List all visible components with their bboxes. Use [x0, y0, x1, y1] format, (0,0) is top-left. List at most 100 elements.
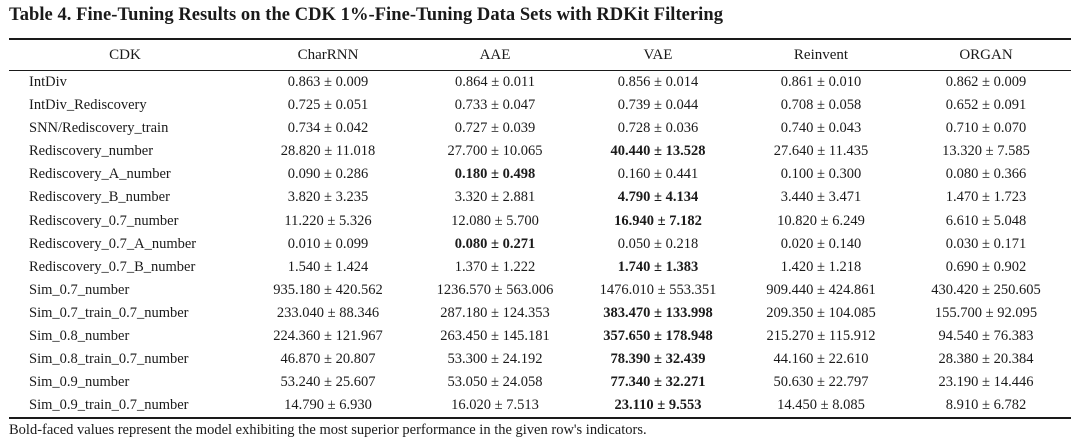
row-label: Rediscovery_A_number: [29, 166, 171, 183]
table-cell: 28.820 ± 11.018: [280, 143, 376, 160]
table-cell: 209.350 ± 104.085: [766, 304, 876, 321]
table-cell: 23.190 ± 14.446: [938, 374, 1034, 391]
header-rule: [9, 70, 1071, 71]
header-row: CDK CharRNN AAE VAE Reinvent ORGAN: [9, 40, 1071, 70]
table-cell: 0.030 ± 0.171: [945, 235, 1027, 252]
table-row: Sim_0.7_train_0.7_number 233.040 ± 88.346…: [9, 302, 1071, 325]
table-cell: 12.080 ± 5.700: [451, 212, 539, 229]
table-cell: 10.820 ± 6.249: [777, 212, 865, 229]
table-cell: 3.820 ± 3.235: [287, 189, 369, 206]
table-cell: 0.710 ± 0.070: [945, 120, 1027, 137]
table-cell: 233.040 ± 88.346: [276, 304, 380, 321]
row-label: Rediscovery_B_number: [29, 189, 170, 206]
row-label: Rediscovery_number: [29, 143, 154, 160]
table-cell: 53.300 ± 24.192: [447, 351, 543, 368]
table-cell: 14.450 ± 8.085: [777, 397, 865, 414]
table-cell: 1.540 ± 1.424: [287, 258, 369, 275]
table-row: Sim_0.8_number 224.360 ± 121.967 263.450 ±…: [9, 325, 1071, 348]
table-cell: 0.864 ± 0.011: [455, 73, 535, 90]
table-cell: 0.080 ± 0.271: [454, 235, 536, 252]
table-cell: 3.440 ± 3.471: [780, 189, 862, 206]
row-label: SNN/Rediscovery_train: [29, 120, 169, 137]
top-rule: [9, 38, 1071, 40]
table-cell: 0.090 ± 0.286: [287, 166, 369, 183]
table-cell: 0.733 ± 0.047: [454, 97, 536, 114]
table-row: Rediscovery_0.7_number 11.220 ± 5.326 12.0…: [9, 209, 1071, 232]
column-header-aae: AAE: [479, 46, 511, 63]
table-row: Rediscovery_A_number 0.090 ± 0.286 0.180 ±…: [9, 163, 1071, 186]
table-cell: 0.734 ± 0.042: [287, 120, 369, 137]
row-label: Sim_0.9_number: [29, 374, 130, 391]
table-cell: 8.910 ± 6.782: [945, 397, 1027, 414]
table-row: Rediscovery_0.7_A_number 0.010 ± 0.099 0.0…: [9, 233, 1071, 256]
table-cell: 0.862 ± 0.009: [945, 73, 1027, 90]
table-cell: 0.727 ± 0.039: [454, 120, 536, 137]
row-label: Rediscovery_0.7_B_number: [29, 258, 196, 275]
table-cell: 46.870 ± 20.807: [280, 351, 376, 368]
bottom-rule: [9, 417, 1071, 419]
table-cell: 155.700 ± 92.095: [934, 304, 1038, 321]
table-body: IntDiv 0.863 ± 0.009 0.864 ± 0.011 0.856 ± …: [9, 70, 1071, 417]
table-cell: 1476.010 ± 553.351: [599, 281, 717, 298]
table-cell: 27.700 ± 10.065: [447, 143, 543, 160]
table-cell: 13.320 ± 7.585: [942, 143, 1030, 160]
table-cell: 0.080 ± 0.366: [945, 166, 1027, 183]
table-cell: 0.020 ± 0.140: [780, 235, 862, 252]
table-cell: 1236.570 ± 563.006: [436, 281, 554, 298]
table-cell: 3.320 ± 2.881: [454, 189, 536, 206]
table-cell: 0.180 ± 0.498: [454, 166, 536, 183]
table-cell: 909.440 ± 424.861: [766, 281, 876, 298]
table-cell: 27.640 ± 11.435: [773, 143, 869, 160]
table-cell: 53.050 ± 24.058: [447, 374, 543, 391]
table-cell: 0.740 ± 0.043: [780, 120, 862, 137]
table-cell: 0.725 ± 0.051: [287, 97, 369, 114]
column-header-charrnn: CharRNN: [297, 46, 359, 63]
table-footnote: Bold-faced values represent the model ex…: [9, 422, 647, 438]
table-row: IntDiv 0.863 ± 0.009 0.864 ± 0.011 0.856 ± …: [9, 70, 1071, 94]
table-cell: 0.856 ± 0.014: [617, 73, 699, 90]
table-cell: 0.861 ± 0.010: [780, 73, 862, 90]
table-cell: 0.690 ± 0.902: [945, 258, 1027, 275]
table-cell: 50.630 ± 22.797: [773, 374, 869, 391]
table-cell: 14.790 ± 6.930: [284, 397, 372, 414]
table-row: Sim_0.8_train_0.7_number 46.870 ± 20.807 5…: [9, 348, 1071, 371]
row-label: IntDiv: [29, 73, 67, 90]
table-cell: 383.470 ± 133.998: [603, 304, 713, 321]
table-cell: 0.652 ± 0.091: [945, 97, 1027, 114]
table-cell: 1.420 ± 1.218: [780, 258, 862, 275]
table-cell: 0.160 ± 0.441: [617, 166, 699, 183]
column-header-cdk: CDK: [109, 46, 141, 63]
table-cell: 1.370 ± 1.222: [454, 258, 536, 275]
table-cell: 0.739 ± 0.044: [617, 97, 699, 114]
table-row: SNN/Rediscovery_train 0.734 ± 0.042 0.727 …: [9, 117, 1071, 140]
table-cell: 94.540 ± 76.383: [938, 327, 1034, 344]
table-cell: 16.020 ± 7.513: [451, 397, 539, 414]
row-label: Sim_0.7_train_0.7_number: [29, 304, 189, 321]
table-cell: 0.100 ± 0.300: [780, 166, 862, 183]
column-header-organ: ORGAN: [959, 46, 1013, 63]
table-cell: 78.390 ± 32.439: [610, 351, 706, 368]
table-cell: 6.610 ± 5.048: [945, 212, 1027, 229]
table-cell: 1.470 ± 1.723: [945, 189, 1027, 206]
table-cell: 4.790 ± 4.134: [617, 189, 699, 206]
table-cell: 28.380 ± 20.384: [938, 351, 1034, 368]
table-cell: 0.728 ± 0.036: [617, 120, 699, 137]
table-cell: 44.160 ± 22.610: [773, 351, 869, 368]
table-row: Rediscovery_number 28.820 ± 11.018 27.700 …: [9, 140, 1071, 163]
table-cell: 0.050 ± 0.218: [617, 235, 699, 252]
table-cell: 11.220 ± 5.326: [284, 212, 372, 229]
row-label: Rediscovery_0.7_A_number: [29, 235, 197, 252]
table-row: Sim_0.9_number 53.240 ± 25.607 53.050 ± 24…: [9, 371, 1071, 394]
table-cell: 1.740 ± 1.383: [617, 258, 699, 275]
table-cell: 0.010 ± 0.099: [287, 235, 369, 252]
table-row: IntDiv_Rediscovery 0.725 ± 0.051 0.733 ± 0…: [9, 94, 1071, 117]
table-row: Rediscovery_0.7_B_number 1.540 ± 1.424 1.3…: [9, 256, 1071, 279]
table-cell: 53.240 ± 25.607: [280, 374, 376, 391]
column-header-vae: VAE: [643, 46, 673, 63]
table-row: Rediscovery_B_number 3.820 ± 3.235 3.320 ±…: [9, 186, 1071, 209]
table-cell: 430.420 ± 250.605: [931, 281, 1041, 298]
table-cell: 935.180 ± 420.562: [273, 281, 383, 298]
table-cell: 40.440 ± 13.528: [610, 143, 706, 160]
table-cell: 77.340 ± 32.271: [610, 374, 706, 391]
